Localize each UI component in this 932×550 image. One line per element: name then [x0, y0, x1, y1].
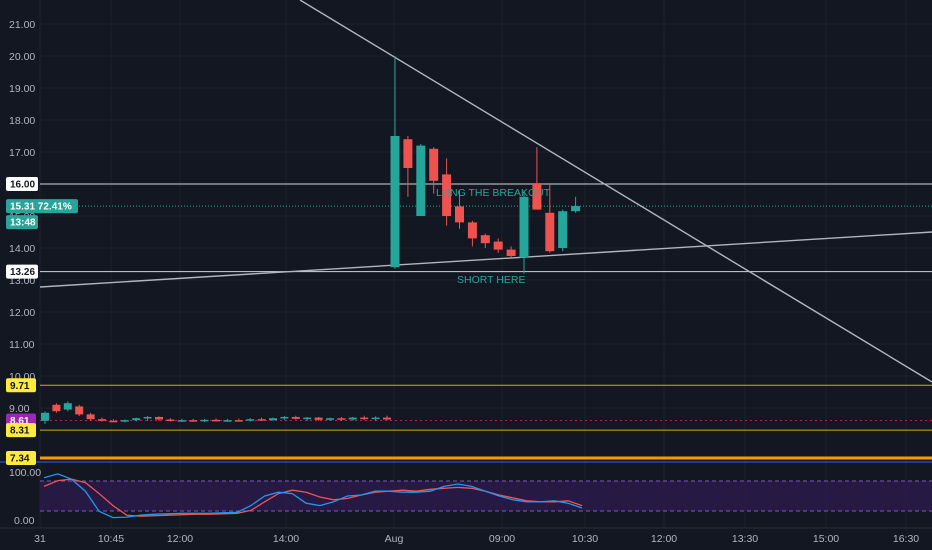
level-tag-bg	[6, 451, 36, 465]
candle-body	[257, 419, 266, 421]
candle-body	[348, 417, 357, 420]
candle-body	[86, 414, 95, 420]
candle-body	[571, 206, 581, 212]
candle-body	[442, 174, 452, 216]
candle-body	[246, 419, 255, 421]
candle-body	[98, 419, 106, 421]
candle-body	[234, 420, 243, 422]
y-tick-label: 17.00	[9, 147, 35, 159]
prev-price-tag: 8.61	[10, 416, 30, 427]
candle-body	[390, 136, 400, 268]
candle-body	[416, 145, 426, 216]
level-tag-bg	[6, 423, 36, 438]
candle-body	[303, 417, 312, 420]
candle-body	[212, 419, 220, 422]
candle-body	[371, 417, 380, 420]
y-tick-label: 19.00	[9, 83, 35, 95]
trendline-down	[299, 0, 932, 383]
candles	[41, 56, 581, 424]
x-tick-label: 13:30	[732, 533, 758, 545]
y-tick-label: 11.00	[9, 339, 35, 351]
candle-body	[455, 206, 464, 223]
trendline-up	[39, 231, 932, 288]
rsi-panel	[0, 461, 932, 529]
level-tag-bg	[6, 177, 38, 191]
x-tick-label: 12:00	[167, 533, 193, 545]
candle-body	[41, 412, 49, 421]
candle-body	[314, 417, 323, 420]
level-tag-bg	[6, 264, 38, 279]
candle-body	[532, 184, 542, 210]
x-tick-label: 31	[34, 533, 46, 545]
candle-body	[493, 241, 503, 250]
candle-body	[519, 196, 529, 258]
candle-body	[143, 416, 152, 419]
level-tag-bg	[6, 378, 36, 393]
level-tag: 13.26	[10, 267, 35, 278]
annotation-short: SHORT HERE	[457, 274, 525, 286]
price-tags: 16.00 13.26 15.31 72.41% 13:48 9.71 8.618.31 7…	[6, 177, 78, 465]
y-tick-label: 12.00	[9, 307, 35, 319]
y-tick-label: 14.00	[9, 243, 35, 255]
x-tick-label: 10:30	[572, 533, 598, 545]
x-tick-label: 12:00	[651, 533, 677, 545]
candle-body	[109, 420, 118, 423]
x-tick-label: 15:00	[813, 533, 839, 545]
candle-body	[480, 235, 490, 244]
x-tick-label: 14:00	[273, 533, 299, 545]
candle-body	[189, 420, 198, 422]
last-price-tag-bg	[6, 199, 78, 214]
candle-body	[337, 418, 346, 420]
rsi-tick-label: 0.00	[14, 515, 35, 527]
x-tick-label: 10:45	[98, 533, 124, 545]
candle-body	[429, 148, 439, 181]
grid	[39, 0, 932, 528]
candle-body	[155, 416, 163, 420]
candle-body	[558, 211, 568, 248]
x-tick-label: Aug	[385, 533, 404, 545]
candle-body	[63, 403, 72, 410]
candle-body	[506, 249, 516, 256]
y-tick-label: 18.00	[9, 115, 35, 127]
countdown-tag: 13:48	[10, 218, 36, 229]
candle-body	[200, 419, 209, 422]
candle-body	[360, 417, 369, 420]
candle-body	[326, 418, 334, 420]
last-price-tag: 15.31 72.41%	[10, 202, 72, 213]
level-tag: 7.34	[10, 454, 30, 465]
y-tick-label: 21.00	[9, 19, 35, 31]
rsi-band	[40, 481, 932, 511]
candle-body	[120, 420, 129, 422]
y-tick-label: 20.00	[9, 51, 35, 63]
level-tag: 8.31	[10, 426, 30, 437]
candle-body	[75, 406, 84, 415]
candle-body	[177, 420, 186, 422]
annotation-long: LONG THE BREAKOUT	[436, 187, 551, 199]
candle-body	[269, 418, 277, 421]
candle-body	[383, 417, 391, 420]
candle-body	[52, 404, 61, 412]
candle-body	[132, 418, 141, 421]
candle-body	[291, 416, 300, 419]
rsi-tick-label: 100.00	[9, 467, 41, 479]
candle-body	[545, 212, 555, 252]
level-tag: 16.00	[10, 180, 35, 191]
candle-body	[223, 420, 232, 422]
countdown-tag-bg	[6, 215, 38, 230]
candle-body	[403, 139, 413, 168]
annotations: LONG THE BREAKOUT SHORT HERE	[436, 187, 551, 286]
trendlines	[39, 0, 932, 383]
x-axis: 31 10:45 12:00 14:00 Aug 09:00 10:30 12:00 13:30…	[34, 533, 919, 545]
y-tick-label: 9.00	[9, 403, 30, 415]
x-tick-label: 09:00	[489, 533, 515, 545]
candle-body	[280, 416, 289, 419]
horizontal-levels	[40, 183, 932, 460]
candle-body	[467, 222, 477, 239]
x-tick-label: 16:30	[893, 533, 919, 545]
rsi-line	[43, 473, 583, 519]
candle-body	[166, 419, 175, 422]
level-tag: 9.71	[10, 381, 30, 392]
